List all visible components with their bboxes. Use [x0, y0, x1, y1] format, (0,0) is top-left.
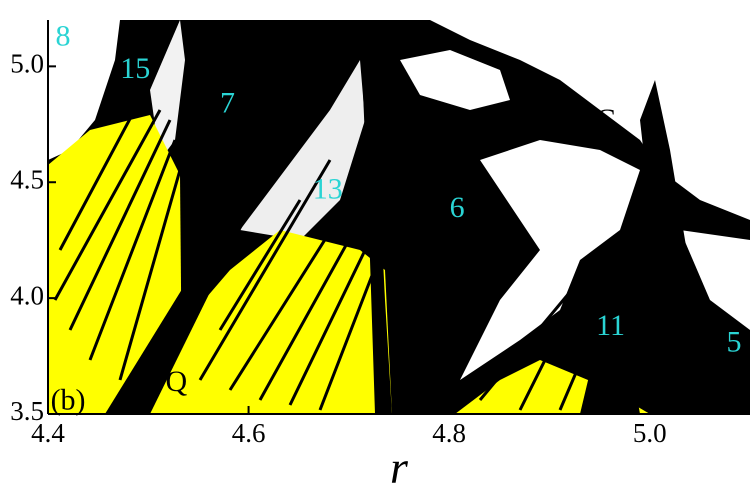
y-tick-label: 5.0 — [10, 49, 44, 79]
chaotic-region — [680, 230, 750, 330]
y-tick-label: 4.0 — [10, 280, 44, 310]
window-band — [360, 20, 400, 414]
y-tick-label: 4.5 — [10, 164, 44, 194]
chaotic-region — [240, 60, 365, 240]
chaotic-region — [340, 20, 750, 220]
window-band — [105, 200, 248, 414]
x-tick-label: 4.6 — [232, 418, 266, 448]
window-band — [580, 300, 640, 414]
chaotic-region — [400, 50, 510, 110]
x-axis-label: r — [390, 442, 409, 493]
plot-area — [48, 20, 750, 414]
chaotic-region — [150, 20, 185, 160]
x-tick-label: 5.0 — [633, 418, 667, 448]
periodic-region — [112, 230, 392, 414]
chaotic-region — [48, 20, 120, 160]
region-label: 6 — [450, 191, 465, 224]
region-label: Q — [166, 365, 188, 398]
region-label: 5 — [726, 325, 741, 358]
periodic-region — [48, 115, 182, 414]
region-label: 7 — [220, 87, 235, 120]
region-label: 8 — [56, 19, 71, 52]
chaotic-region — [460, 140, 640, 380]
region-label: 11 — [596, 309, 625, 342]
region-label: 13 — [313, 172, 343, 205]
x-tick-label: 4.8 — [432, 418, 466, 448]
region-label: (b) — [51, 383, 86, 416]
region-label: C — [596, 103, 616, 136]
window-streaks — [53, 99, 642, 411]
y-tick-label: 3.5 — [10, 396, 44, 426]
x-tick-label: 4.4 — [31, 418, 65, 448]
region-label: 15 — [120, 52, 150, 85]
window-band — [640, 80, 750, 414]
